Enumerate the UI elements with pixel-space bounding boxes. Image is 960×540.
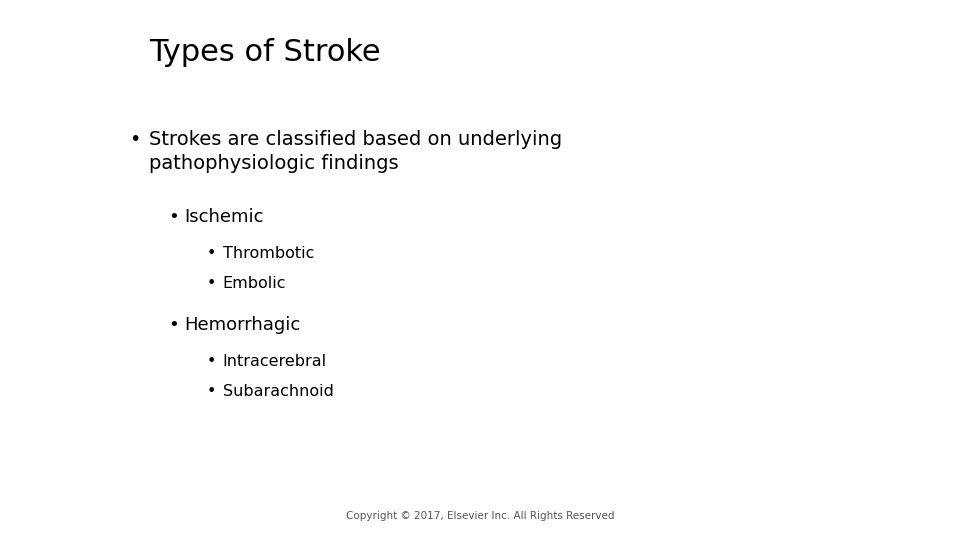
Text: Ischemic: Ischemic: [184, 208, 264, 226]
Text: •: •: [206, 276, 216, 292]
Text: Strokes are classified based on underlying
pathophysiologic findings: Strokes are classified based on underlyi…: [149, 130, 562, 173]
Text: •: •: [206, 354, 216, 369]
Text: Embolic: Embolic: [223, 276, 286, 292]
Text: Types of Stroke: Types of Stroke: [149, 38, 380, 67]
Text: •: •: [168, 208, 179, 226]
Text: Copyright © 2017, Elsevier Inc. All Rights Reserved: Copyright © 2017, Elsevier Inc. All Righ…: [346, 511, 614, 521]
Text: Subarachnoid: Subarachnoid: [223, 384, 333, 400]
Text: Intracerebral: Intracerebral: [223, 354, 326, 369]
Text: •: •: [168, 316, 179, 334]
Text: •: •: [206, 246, 216, 261]
Text: Thrombotic: Thrombotic: [223, 246, 314, 261]
Text: •: •: [130, 130, 141, 148]
Text: •: •: [206, 384, 216, 400]
Text: Hemorrhagic: Hemorrhagic: [184, 316, 300, 334]
